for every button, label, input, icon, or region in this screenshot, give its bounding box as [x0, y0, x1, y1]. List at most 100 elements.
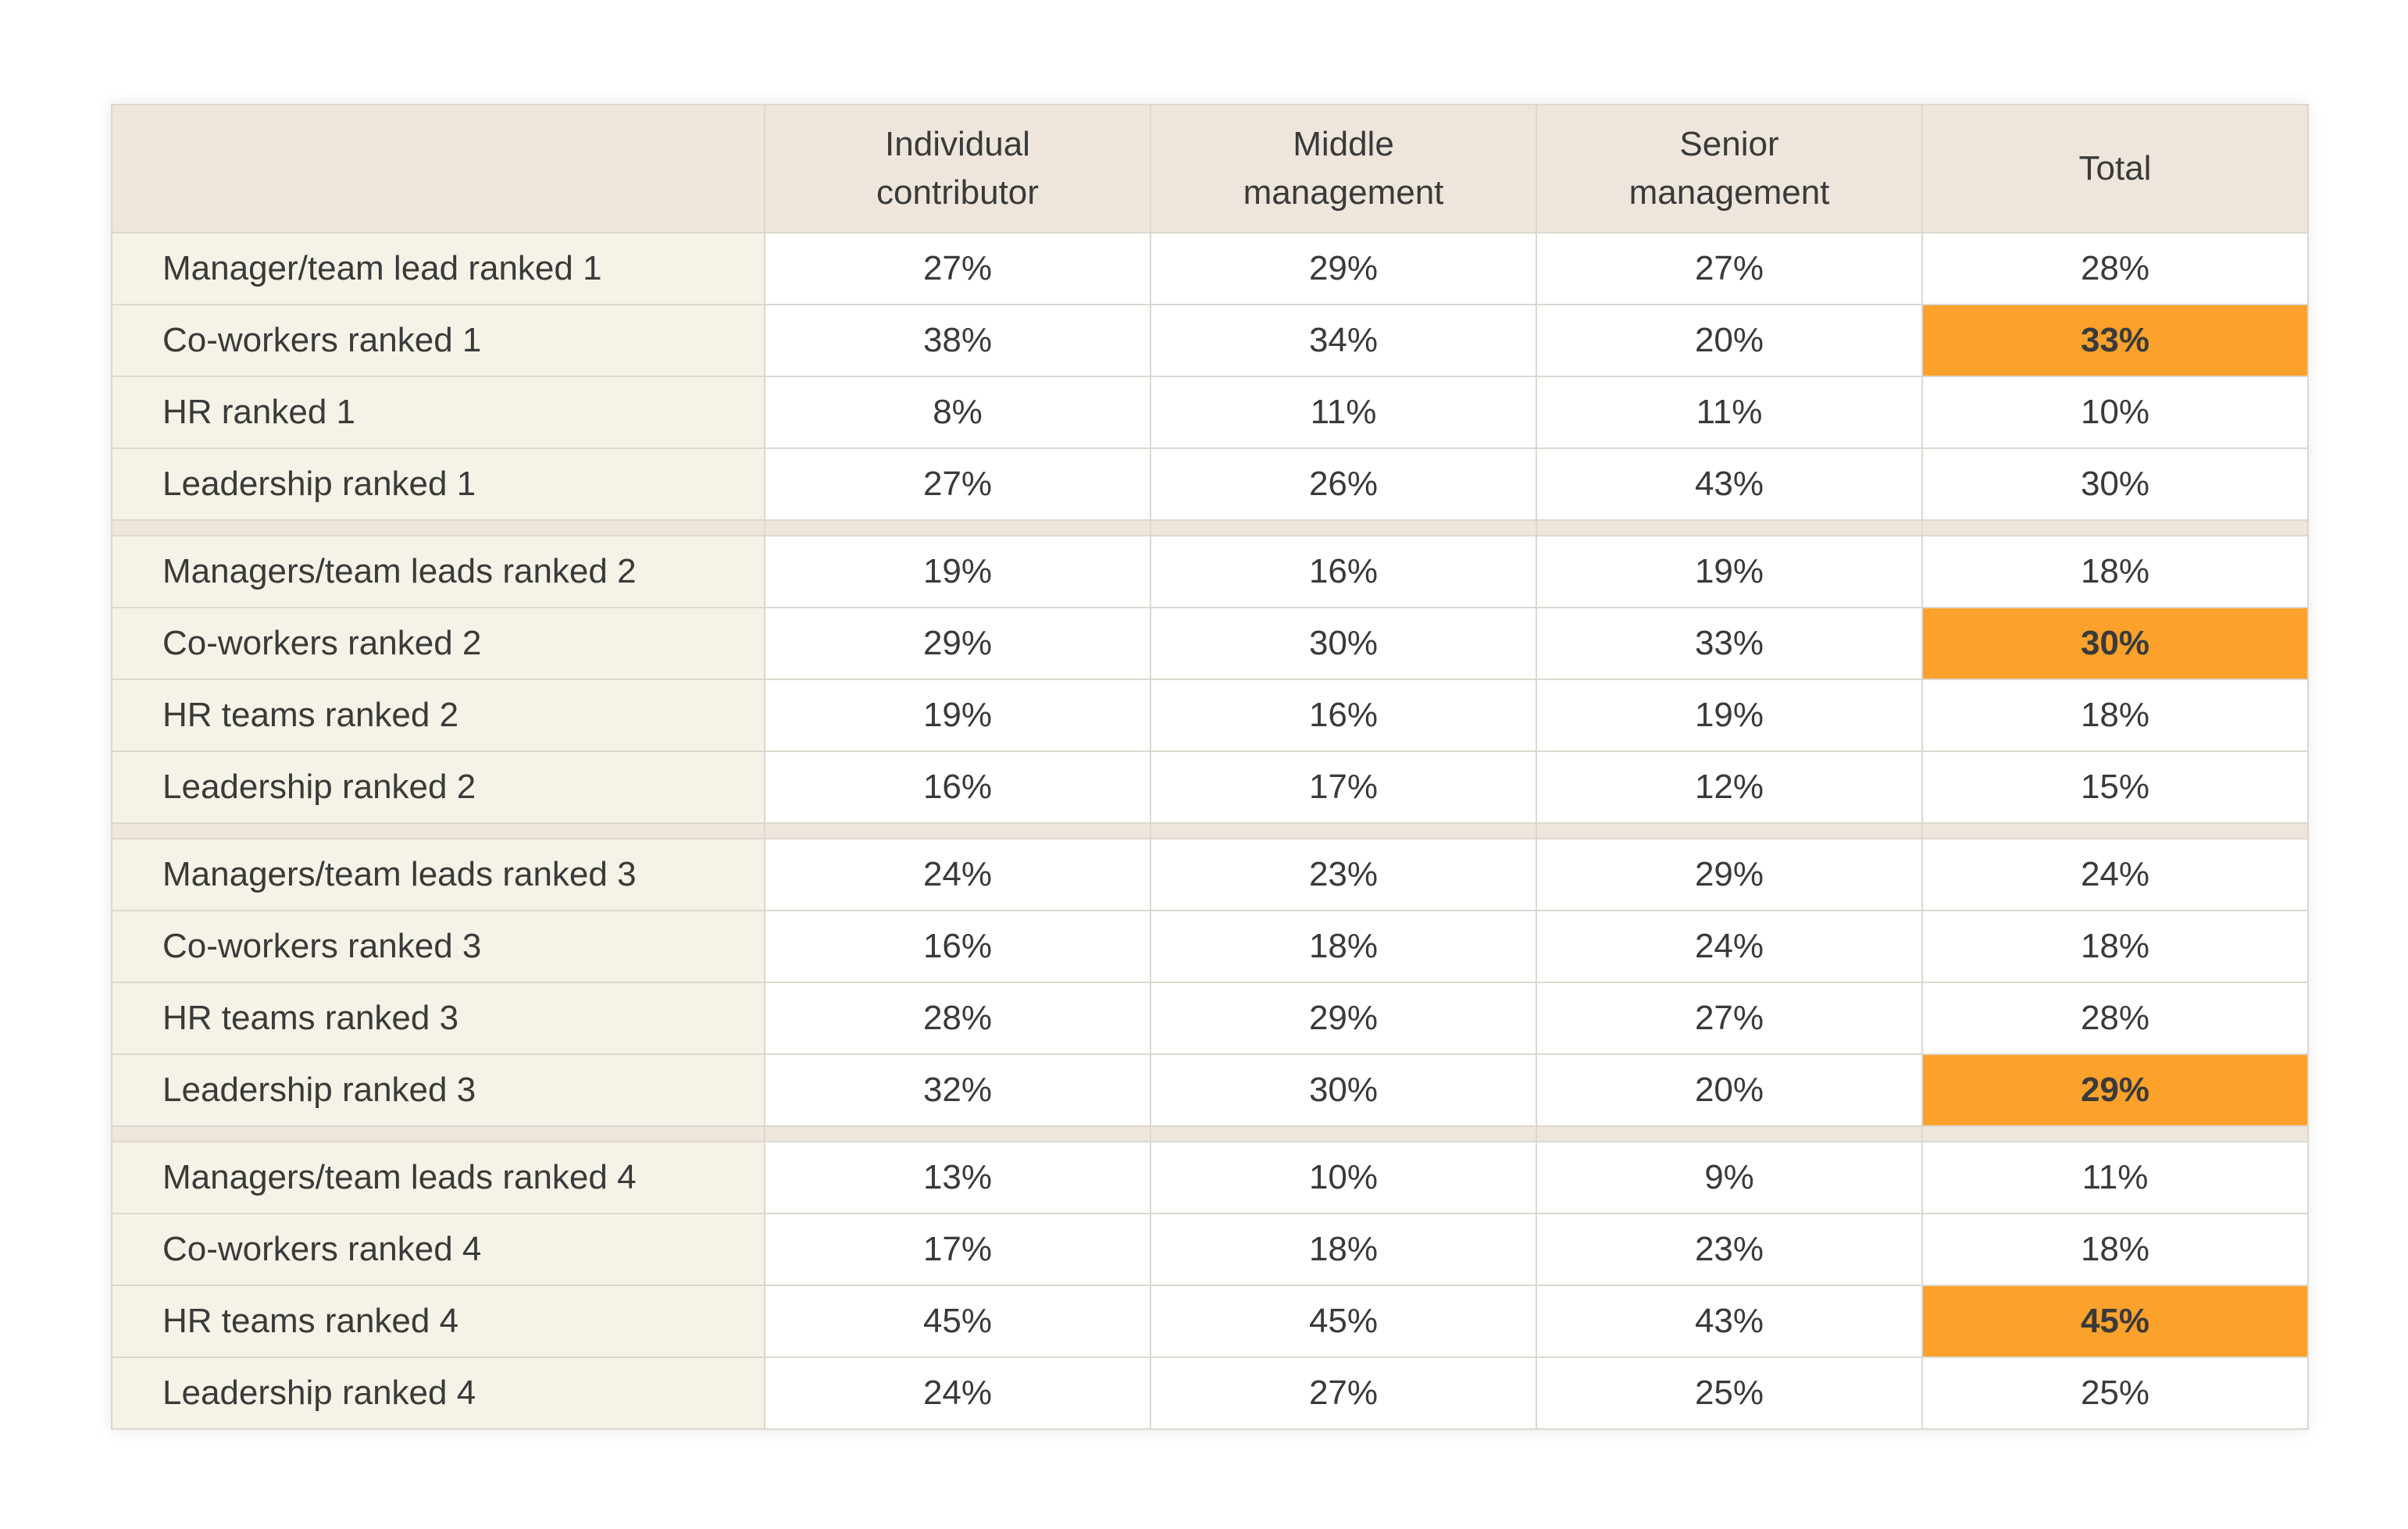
- value-cell-total: 28%: [1921, 232, 2309, 305]
- value-cell-middle-management: 16%: [1150, 679, 1537, 752]
- value-cell-middle-management: 30%: [1150, 1053, 1537, 1127]
- value-cell-individual-contributor: 27%: [764, 232, 1151, 305]
- value-cell-middle-management: 11%: [1150, 376, 1537, 449]
- table-row: Leadership ranked 3 32% 30% 20% 29%: [111, 1053, 2309, 1127]
- group-separator: [111, 1125, 2309, 1142]
- value-cell-middle-management: 18%: [1150, 910, 1537, 983]
- row-label: Leadership ranked 4: [111, 1356, 765, 1430]
- separator-cell: [1536, 519, 1923, 536]
- value-cell-middle-management: 23%: [1150, 838, 1537, 911]
- value-cell-senior-management: 23%: [1536, 1213, 1923, 1286]
- separator-cell: [764, 519, 1151, 536]
- separator-cell: [764, 822, 1151, 839]
- table-row: Managers/team leads ranked 4 13% 10% 9% 11%: [111, 1141, 2309, 1214]
- table-row: Managers/team leads ranked 2 19% 16% 19% 18%: [111, 535, 2309, 608]
- table-row: Leadership ranked 1 27% 26% 43% 30%: [111, 447, 2309, 521]
- table-row: Co-workers ranked 3 16% 18% 24% 18%: [111, 910, 2309, 983]
- table-row: Managers/team leads ranked 3 24% 23% 29% 24%: [111, 838, 2309, 911]
- header-row: Individual contributor Middle management…: [111, 104, 2309, 233]
- value-cell-senior-management: 11%: [1536, 376, 1923, 449]
- header-cell-individual-contributor: Individual contributor: [764, 104, 1151, 233]
- value-cell-individual-contributor: 38%: [764, 304, 1151, 377]
- row-label: Leadership ranked 2: [111, 750, 765, 824]
- value-cell-senior-management: 43%: [1536, 447, 1923, 521]
- value-cell-individual-contributor: 19%: [764, 535, 1151, 608]
- separator-cell: [764, 1125, 1151, 1142]
- row-label: Co-workers ranked 2: [111, 607, 765, 680]
- value-cell-total-highlighted: 30%: [1921, 607, 2309, 680]
- value-cell-total: 15%: [1921, 750, 2309, 824]
- value-cell-middle-management: 10%: [1150, 1141, 1537, 1214]
- table-row: Co-workers ranked 1 38% 34% 20% 33%: [111, 304, 2309, 377]
- value-cell-senior-management: 29%: [1536, 838, 1923, 911]
- separator-cell: [1536, 1125, 1923, 1142]
- group-separator: [111, 519, 2309, 536]
- separator-cell: [1921, 822, 2309, 839]
- separator-cell: [1150, 519, 1537, 536]
- value-cell-individual-contributor: 27%: [764, 447, 1151, 521]
- table-row: Co-workers ranked 2 29% 30% 33% 30%: [111, 607, 2309, 680]
- table-row: HR ranked 1 8% 11% 11% 10%: [111, 376, 2309, 449]
- table-row: Leadership ranked 2 16% 17% 12% 15%: [111, 750, 2309, 824]
- row-label: Co-workers ranked 4: [111, 1213, 765, 1286]
- value-cell-middle-management: 18%: [1150, 1213, 1537, 1286]
- value-cell-individual-contributor: 19%: [764, 679, 1151, 752]
- value-cell-total: 30%: [1921, 447, 2309, 521]
- value-cell-total: 11%: [1921, 1141, 2309, 1214]
- value-cell-total-highlighted: 33%: [1921, 304, 2309, 377]
- value-cell-total-highlighted: 29%: [1921, 1053, 2309, 1127]
- value-cell-total-highlighted: 45%: [1921, 1285, 2309, 1358]
- value-cell-total: 18%: [1921, 1213, 2309, 1286]
- row-label: Leadership ranked 3: [111, 1053, 765, 1127]
- table-row: HR teams ranked 4 45% 45% 43% 45%: [111, 1285, 2309, 1358]
- value-cell-senior-management: 25%: [1536, 1356, 1923, 1430]
- value-cell-senior-management: 19%: [1536, 535, 1923, 608]
- value-cell-individual-contributor: 29%: [764, 607, 1151, 680]
- row-label: Co-workers ranked 1: [111, 304, 765, 377]
- table-row: HR teams ranked 3 28% 29% 27% 28%: [111, 982, 2309, 1055]
- value-cell-individual-contributor: 24%: [764, 838, 1151, 911]
- header-cell-total: Total: [1921, 104, 2309, 233]
- value-cell-individual-contributor: 8%: [764, 376, 1151, 449]
- value-cell-total: 18%: [1921, 535, 2309, 608]
- value-cell-total: 18%: [1921, 679, 2309, 752]
- header-cell-middle-management: Middle management: [1150, 104, 1537, 233]
- value-cell-individual-contributor: 24%: [764, 1356, 1151, 1430]
- value-cell-senior-management: 20%: [1536, 304, 1923, 377]
- row-label: HR teams ranked 3: [111, 982, 765, 1055]
- value-cell-senior-management: 9%: [1536, 1141, 1923, 1214]
- table-row: HR teams ranked 2 19% 16% 19% 18%: [111, 679, 2309, 752]
- value-cell-senior-management: 12%: [1536, 750, 1923, 824]
- value-cell-senior-management: 27%: [1536, 982, 1923, 1055]
- row-label: Manager/team lead ranked 1: [111, 232, 765, 305]
- header-cell-label: [111, 104, 765, 233]
- value-cell-middle-management: 29%: [1150, 232, 1537, 305]
- value-cell-middle-management: 26%: [1150, 447, 1537, 521]
- value-cell-middle-management: 34%: [1150, 304, 1537, 377]
- separator-cell: [1150, 1125, 1537, 1142]
- value-cell-senior-management: 20%: [1536, 1053, 1923, 1127]
- value-cell-middle-management: 17%: [1150, 750, 1537, 824]
- table-row: Manager/team lead ranked 1 27% 29% 27% 28%: [111, 232, 2309, 305]
- value-cell-middle-management: 29%: [1150, 982, 1537, 1055]
- row-label: HR teams ranked 4: [111, 1285, 765, 1358]
- separator-cell: [1921, 519, 2309, 536]
- value-cell-senior-management: 33%: [1536, 607, 1923, 680]
- value-cell-senior-management: 27%: [1536, 232, 1923, 305]
- row-label: Managers/team leads ranked 2: [111, 535, 765, 608]
- value-cell-middle-management: 16%: [1150, 535, 1537, 608]
- row-label: HR teams ranked 2: [111, 679, 765, 752]
- value-cell-individual-contributor: 32%: [764, 1053, 1151, 1127]
- value-cell-total: 25%: [1921, 1356, 2309, 1430]
- ranking-table-container: Individual contributor Middle management…: [111, 104, 2309, 1430]
- separator-cell: [111, 519, 765, 536]
- value-cell-total: 18%: [1921, 910, 2309, 983]
- ranking-table: Individual contributor Middle management…: [111, 104, 2309, 1430]
- value-cell-individual-contributor: 28%: [764, 982, 1151, 1055]
- separator-cell: [1921, 1125, 2309, 1142]
- row-label: HR ranked 1: [111, 376, 765, 449]
- table-header: Individual contributor Middle management…: [111, 104, 2309, 233]
- value-cell-individual-contributor: 45%: [764, 1285, 1151, 1358]
- value-cell-total: 24%: [1921, 838, 2309, 911]
- value-cell-middle-management: 30%: [1150, 607, 1537, 680]
